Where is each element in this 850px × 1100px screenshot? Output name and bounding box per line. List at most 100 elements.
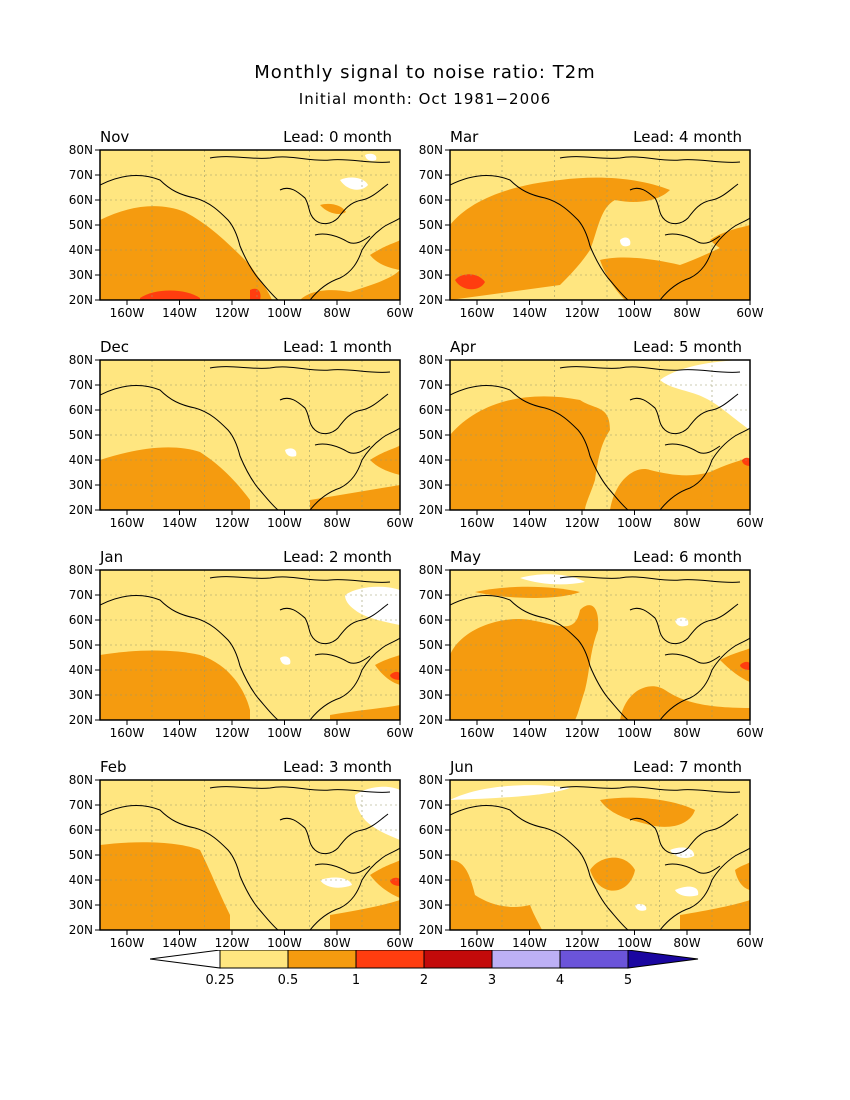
field-below xyxy=(345,586,400,625)
lon-label: 160W xyxy=(110,726,145,740)
lon-label: 140W xyxy=(162,936,197,950)
field-below xyxy=(450,785,570,800)
field-high xyxy=(740,661,750,670)
lat-label: 60N xyxy=(69,613,93,627)
lat-label: 50N xyxy=(419,848,443,862)
field-high xyxy=(742,457,750,466)
panel-lead: Lead: 6 month xyxy=(633,548,742,566)
lon-label: 120W xyxy=(215,516,250,530)
field-medium xyxy=(450,605,599,720)
lon-label: 80W xyxy=(323,726,350,740)
legend-swatch xyxy=(423,950,493,969)
legend-tick-label: 3 xyxy=(488,973,496,988)
field-below xyxy=(620,237,631,247)
lat-label: 70N xyxy=(69,588,93,602)
lat-label: 70N xyxy=(419,798,443,812)
lon-label: 160W xyxy=(460,516,495,530)
lon-label: 120W xyxy=(565,936,600,950)
lat-label: 80N xyxy=(69,563,93,577)
lon-label: 100W xyxy=(617,936,652,950)
lat-label: 60N xyxy=(69,403,93,417)
coastline xyxy=(450,576,750,720)
lat-label: 40N xyxy=(69,873,93,887)
legend-swatch xyxy=(559,950,629,969)
lon-label: 60W xyxy=(736,306,763,320)
coastline xyxy=(100,576,400,720)
panel-lead: Lead: 7 month xyxy=(633,758,742,776)
field-below xyxy=(635,903,647,911)
lon-label: 60W xyxy=(386,306,413,320)
field-high xyxy=(140,290,200,300)
panel-lead: Lead: 5 month xyxy=(633,338,742,356)
lon-label: 140W xyxy=(512,516,547,530)
lat-label: 20N xyxy=(419,923,443,937)
lat-label: 20N xyxy=(69,923,93,937)
lat-label: 50N xyxy=(419,218,443,232)
legend-swatch xyxy=(355,950,425,969)
lon-label: 120W xyxy=(565,516,600,530)
coastline xyxy=(450,156,750,300)
field-medium xyxy=(610,458,750,510)
lat-label: 30N xyxy=(419,268,443,282)
legend-tick-label: 2 xyxy=(420,973,428,988)
lat-label: 30N xyxy=(419,688,443,702)
lat-label: 70N xyxy=(69,798,93,812)
map-panel: Mar Lead: 4 month 80N 70N 60N 50N 40N 30N 20N 160… xyxy=(419,128,764,320)
lat-label: 70N xyxy=(419,378,443,392)
field-medium xyxy=(300,270,400,300)
lon-label: 100W xyxy=(617,516,652,530)
lat-label: 50N xyxy=(69,428,93,442)
field-below xyxy=(670,847,695,858)
panel-lead: Lead: 2 month xyxy=(283,548,392,566)
lat-label: 80N xyxy=(69,353,93,367)
panel-lead: Lead: 3 month xyxy=(283,758,392,776)
lat-label: 80N xyxy=(69,143,93,157)
field-medium xyxy=(100,842,230,930)
panel-lead: Lead: 1 month xyxy=(283,338,392,356)
legend-tick-label: 0.25 xyxy=(206,973,235,988)
lon-label: 120W xyxy=(565,306,600,320)
lat-label: 70N xyxy=(69,378,93,392)
field-medium xyxy=(450,177,670,300)
lat-label: 80N xyxy=(419,143,443,157)
lon-label: 100W xyxy=(267,306,302,320)
lat-label: 40N xyxy=(69,663,93,677)
lat-label: 20N xyxy=(419,293,443,307)
field-medium xyxy=(100,206,272,300)
map-panel: Dec Lead: 1 month 80N 70N 60N 50N 40N 30N 20N 160… xyxy=(69,338,414,530)
field-medium xyxy=(600,235,750,300)
lat-label: 20N xyxy=(69,293,93,307)
lat-label: 50N xyxy=(419,638,443,652)
field-medium xyxy=(330,900,400,930)
panel-month: Dec xyxy=(100,338,129,356)
field-below xyxy=(660,360,750,430)
lat-label: 60N xyxy=(419,613,443,627)
field-below xyxy=(285,448,297,457)
lon-label: 80W xyxy=(323,516,350,530)
panel-month: Apr xyxy=(450,338,477,356)
lat-label: 40N xyxy=(419,663,443,677)
field-medium xyxy=(100,447,250,510)
field-high xyxy=(390,671,400,680)
map-panel: Feb Lead: 3 month 80N 70N 60N 50N 40N 30N 20N 160… xyxy=(69,758,414,950)
field-medium xyxy=(320,203,346,214)
lat-label: 80N xyxy=(69,773,93,787)
lon-label: 80W xyxy=(673,726,700,740)
lat-label: 60N xyxy=(419,823,443,837)
map-panel: Apr Lead: 5 month 80N 70N 60N 50N 40N 30N 20N 160… xyxy=(419,338,764,530)
coastline xyxy=(450,786,750,930)
field-medium xyxy=(720,648,750,682)
lat-label: 70N xyxy=(419,168,443,182)
lat-label: 60N xyxy=(419,403,443,417)
field-medium xyxy=(310,485,400,510)
map-panels: Nov Lead: 0 month 80N 70N 60N 50N 40N 30N 20N 160… xyxy=(69,128,764,950)
field-medium xyxy=(735,862,750,890)
panel-month: Jun xyxy=(449,758,473,776)
lon-label: 140W xyxy=(512,726,547,740)
legend-swatch xyxy=(287,950,357,969)
lon-label: 60W xyxy=(386,936,413,950)
lon-label: 80W xyxy=(323,306,350,320)
lon-label: 160W xyxy=(460,936,495,950)
map-panel: Jan Lead: 2 month 80N 70N 60N 50N 40N 30N 20N 160… xyxy=(69,548,414,740)
lon-label: 160W xyxy=(110,306,145,320)
